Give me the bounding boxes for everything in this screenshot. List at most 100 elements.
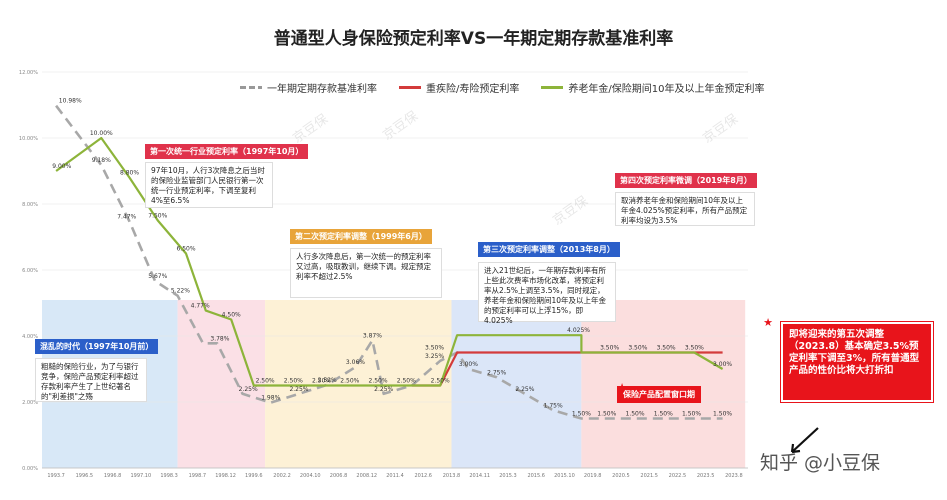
data-label: 2.50% bbox=[340, 378, 359, 385]
fifth-adjustment-callout: 即将迎来的第五次调整（2023.8）基本确定3.5%预定利率下调至3%，所有普通… bbox=[780, 321, 934, 403]
data-label: 9.00% bbox=[52, 163, 71, 170]
data-label: 3.50% bbox=[600, 345, 619, 352]
annotation-text-second: 人行多次降息后，第一次统一的预定利率又过高，吸取教训，继续下调。规定预定利率不超… bbox=[290, 248, 442, 298]
arrow-icon bbox=[790, 427, 819, 454]
legend-item-deposit: 一年期定期存款基准利率 bbox=[240, 80, 377, 95]
legend-swatch-annuity bbox=[541, 86, 564, 89]
data-label: 9.18% bbox=[92, 157, 111, 164]
data-label: 3.00% bbox=[713, 361, 732, 368]
data-label: 10.98% bbox=[59, 98, 82, 105]
data-label: 7.47% bbox=[117, 213, 136, 220]
x-tick-label: 1998.7 bbox=[189, 473, 207, 479]
data-label: 1.50% bbox=[713, 411, 732, 418]
x-tick-label: 2015.3 bbox=[499, 473, 517, 479]
data-label: 4.025% bbox=[567, 327, 590, 334]
y-tick-label: 10.00% bbox=[19, 136, 38, 142]
x-tick-label: 1996.8 bbox=[104, 473, 122, 479]
x-tick-label: 2023.5 bbox=[697, 473, 715, 479]
data-label: 8.80% bbox=[120, 170, 139, 177]
data-label: 3.06% bbox=[346, 359, 365, 366]
data-label: 3.50% bbox=[685, 345, 704, 352]
data-label: 1.75% bbox=[544, 402, 563, 409]
data-label: 2.75% bbox=[487, 369, 506, 376]
zhihu-signature: 知乎 @小豆保 bbox=[760, 452, 881, 474]
x-tick-label: 2006.8 bbox=[330, 473, 348, 479]
period-region bbox=[451, 300, 582, 468]
legend-item-annuity: 养老年金/保险期间10年及以上年金预定利率 bbox=[541, 80, 764, 95]
x-tick-label: 2011.4 bbox=[386, 473, 404, 479]
data-label: 6.50% bbox=[176, 246, 195, 253]
y-tick-label: 4.00% bbox=[22, 334, 38, 340]
annotation-tag-third: 第三次预定利率调整（2013年8月） bbox=[478, 242, 620, 257]
data-label: 2.50% bbox=[256, 378, 275, 385]
chart-legend: 一年期定期存款基准利率 重疾险/寿险预定利率 养老年金/保险期间10年及以上年金… bbox=[240, 80, 764, 95]
data-label: 3.25% bbox=[425, 353, 444, 360]
x-tick-label: 1998.12 bbox=[215, 473, 236, 479]
data-label: 3.78% bbox=[210, 335, 229, 342]
x-tick-label: 2020.5 bbox=[612, 473, 630, 479]
window-period-tag: 保险产品配置窗口期 bbox=[617, 386, 701, 403]
period-region bbox=[581, 300, 746, 468]
x-tick-label: 1996.5 bbox=[76, 473, 94, 479]
data-label: 1.50% bbox=[654, 411, 673, 418]
series-line bbox=[55, 104, 723, 420]
x-tick-label: 1993.7 bbox=[47, 473, 65, 479]
x-tick-label: 2022.5 bbox=[669, 473, 687, 479]
data-label: 2.25% bbox=[239, 386, 258, 393]
data-label: 5.67% bbox=[148, 273, 167, 280]
x-tick-label: 1997.10 bbox=[130, 473, 151, 479]
y-tick-label: 8.00% bbox=[22, 202, 38, 208]
chart-title: 普通型人身保险预定利率VS一年期定期存款基准利率 bbox=[273, 29, 674, 49]
data-label: 2.25% bbox=[374, 386, 393, 393]
y-tick-label: 2.00% bbox=[22, 400, 38, 406]
legend-swatch-critical bbox=[399, 86, 421, 89]
x-tick-label: 2013.8 bbox=[443, 473, 461, 479]
data-label: 7.50% bbox=[148, 213, 167, 220]
data-label: 2.50% bbox=[284, 378, 303, 385]
x-tick-label: 2015.10 bbox=[554, 473, 575, 479]
annotation-tag-fourth: 第四次预定利率微调（2019年8月） bbox=[615, 173, 757, 188]
data-label: 1.50% bbox=[682, 411, 701, 418]
period-region bbox=[265, 300, 452, 468]
data-label: 4.77% bbox=[191, 303, 210, 310]
y-tick-label: 0.00% bbox=[22, 466, 38, 472]
x-tick-label: 1998.3 bbox=[160, 473, 178, 479]
legend-label-deposit: 一年期定期存款基准利率 bbox=[267, 84, 377, 95]
y-tick-label: 12.00% bbox=[19, 70, 38, 76]
x-tick-label: 2008.12 bbox=[356, 473, 377, 479]
annotation-tag-first: 第一次统一行业预定利率（1997年10月） bbox=[145, 144, 309, 159]
x-tick-label: 2004.10 bbox=[300, 473, 321, 479]
annotation-tag-second: 第二次预定利率调整（1999年6月） bbox=[290, 229, 432, 244]
data-label: 2.50% bbox=[431, 378, 450, 385]
data-label: 5.22% bbox=[171, 288, 190, 295]
data-label: 1.50% bbox=[572, 411, 591, 418]
data-label: 2.50% bbox=[369, 378, 388, 385]
x-tick-label: 2012.6 bbox=[414, 473, 432, 479]
x-tick-label: 2002.2 bbox=[273, 473, 291, 479]
data-label: 1.50% bbox=[626, 411, 645, 418]
x-tick-label: 2014.11 bbox=[469, 473, 490, 479]
annotation-text-first: 97年10月，人行3次降息之后当时的保险业监管部门人民银行第一次统一行业预定利率… bbox=[145, 162, 273, 208]
legend-swatch-deposit bbox=[240, 86, 262, 89]
data-label: 1.98% bbox=[261, 395, 280, 402]
data-label: 2.50% bbox=[397, 378, 416, 385]
data-label: 10.00% bbox=[90, 130, 113, 137]
x-tick-label: 1999.6 bbox=[245, 473, 263, 479]
data-label: 3.50% bbox=[425, 345, 444, 352]
y-tick-label: 6.00% bbox=[22, 268, 38, 274]
data-label: 2.52% bbox=[318, 377, 337, 384]
star-icon: ★ bbox=[763, 316, 773, 329]
annotation-text-chaos: 粗糙的保险行业，为了与银行竞争，保险产品预定利率超过存款利率产生了上世纪著名的"… bbox=[35, 358, 147, 402]
x-tick-label: 2015.6 bbox=[527, 473, 545, 479]
data-label: 3.50% bbox=[628, 345, 647, 352]
data-label: 3.87% bbox=[363, 332, 382, 339]
data-label: 3.50% bbox=[657, 345, 676, 352]
x-tick-label: 2019.8 bbox=[584, 473, 602, 479]
data-label: 2.25% bbox=[515, 386, 534, 393]
x-tick-label: 2023.8 bbox=[725, 473, 743, 479]
annotation-text-third: 进入21世纪后，一年期存款利率有所上些此次费率市场化改革，将预定利率从2.5%上… bbox=[478, 262, 616, 325]
annotation-tag-chaos: 混乱的时代（1997年10月前） bbox=[35, 339, 159, 354]
data-label: 2.50% bbox=[312, 378, 331, 385]
legend-label-annuity: 养老年金/保险期间10年及以上年金预定利率 bbox=[568, 84, 765, 95]
